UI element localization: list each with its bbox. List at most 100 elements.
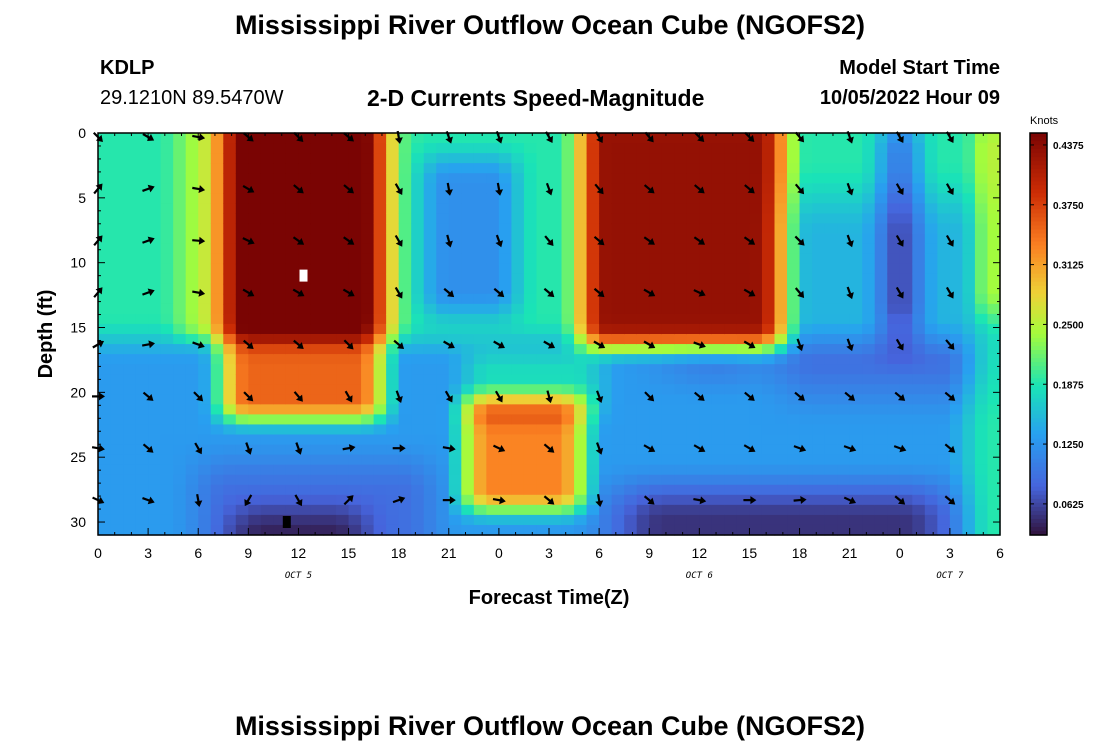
heatmap-cell — [874, 364, 888, 375]
heatmap-cell — [586, 494, 600, 506]
heatmap-cell — [298, 374, 312, 385]
heatmap-cell — [273, 504, 287, 516]
heatmap-cell — [310, 173, 325, 184]
colorbar-segment — [1030, 486, 1047, 492]
heatmap-cell — [173, 243, 187, 255]
heatmap-cell — [198, 173, 212, 184]
heatmap-cell — [724, 263, 738, 275]
heatmap-cell — [185, 484, 199, 496]
colorbar-segment — [1030, 189, 1047, 194]
heatmap-cell — [198, 414, 212, 426]
heatmap-cell — [611, 143, 625, 154]
heatmap-cell — [636, 454, 650, 466]
heatmap-cell — [799, 514, 813, 526]
heatmap-cell — [749, 323, 763, 335]
heatmap-cell — [336, 494, 350, 506]
heatmap-cell — [774, 444, 788, 456]
heatmap-cell — [135, 243, 149, 255]
heatmap-cell — [536, 163, 550, 174]
heatmap-cell — [273, 193, 287, 204]
heatmap-cell — [799, 183, 813, 194]
heatmap-cell — [423, 313, 437, 325]
heatmap-cell — [210, 273, 224, 285]
heatmap-cell — [937, 193, 951, 204]
current-arrow — [844, 391, 856, 401]
heatmap-cell — [198, 283, 212, 295]
heatmap-cell — [636, 193, 650, 204]
heatmap-cell — [887, 243, 901, 255]
heatmap-cell — [473, 494, 487, 506]
heatmap-cell — [310, 414, 325, 426]
heatmap-cell — [448, 213, 462, 225]
heatmap-cell — [361, 364, 375, 375]
heatmap-cell — [611, 293, 625, 305]
heatmap-cell — [210, 494, 224, 506]
heatmap-cell — [361, 323, 375, 335]
heatmap-cell — [235, 514, 249, 526]
heatmap-cell — [736, 163, 751, 174]
heatmap-cell — [799, 173, 813, 184]
heatmap-cell — [285, 524, 300, 536]
heatmap-cell — [649, 474, 663, 486]
heatmap-cell — [661, 273, 675, 285]
colorbar-segment — [1030, 161, 1047, 166]
heatmap-cell — [285, 303, 300, 315]
heatmap-cell — [699, 474, 713, 486]
heatmap-cell — [348, 213, 362, 225]
arrow-head — [648, 341, 656, 349]
heatmap-cell — [123, 504, 137, 516]
heatmap-cell — [310, 404, 325, 415]
heatmap-cell — [160, 484, 174, 496]
arrow-head — [797, 393, 805, 401]
heatmap-cell — [148, 223, 162, 235]
heatmap-cell — [599, 394, 613, 405]
heatmap-cell — [148, 163, 162, 174]
heatmap-cell — [962, 464, 976, 476]
heatmap-cell — [924, 374, 938, 385]
heatmap-cell — [761, 223, 776, 235]
arrow-head — [648, 289, 656, 297]
heatmap-cell — [924, 163, 938, 174]
arrow-head — [445, 240, 453, 248]
heatmap-cell — [135, 203, 149, 214]
heatmap-cell — [761, 494, 776, 506]
heatmap-cell — [348, 133, 362, 144]
arrow-head — [698, 289, 706, 297]
heatmap-cell — [185, 233, 199, 245]
heatmap-cell — [361, 444, 375, 456]
heatmap-cell — [824, 524, 838, 536]
heatmap-cell — [624, 173, 638, 184]
current-arrow — [944, 495, 956, 505]
heatmap-cell — [924, 253, 938, 265]
heatmap-cell — [824, 313, 838, 325]
heatmap-cell — [273, 374, 287, 385]
heatmap-cell — [486, 454, 500, 466]
heatmap-cell — [235, 474, 249, 486]
arrow-head — [946, 135, 954, 144]
heatmap-cell — [285, 323, 300, 335]
heatmap-cell — [799, 153, 813, 164]
arrow-head — [595, 395, 604, 403]
heatmap-cell — [837, 233, 851, 245]
heatmap-cell — [398, 163, 412, 174]
heatmap-cell — [674, 414, 688, 426]
colorbar-segment — [1030, 201, 1047, 206]
current-arrow — [945, 286, 954, 299]
heatmap-cell — [574, 153, 588, 164]
heatmap-cell — [235, 143, 249, 154]
heatmap-cell — [336, 514, 350, 526]
heatmap-cell — [749, 153, 763, 164]
heatmap-cell — [373, 323, 387, 335]
heatmap-cell — [611, 183, 625, 194]
heatmap-cell — [173, 454, 187, 466]
heatmap-cell — [98, 524, 112, 536]
arrow-head — [545, 188, 554, 196]
colorbar-segment — [1030, 494, 1047, 500]
heatmap-cell — [348, 193, 362, 204]
heatmap-cell — [899, 293, 913, 305]
heatmap-cell — [436, 203, 450, 214]
y-axis-title: Depth (ft) — [35, 290, 57, 379]
date-label: OCT 7 — [936, 571, 964, 581]
heatmap-cell — [987, 313, 1001, 325]
heatmap-cell — [736, 434, 751, 446]
